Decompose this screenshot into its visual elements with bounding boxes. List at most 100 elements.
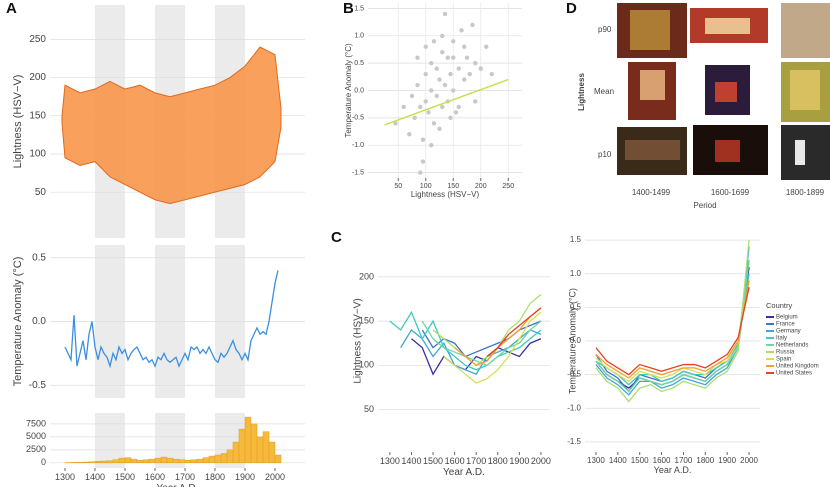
- y-axis-title: Temperature Anomaly (°C): [567, 288, 577, 394]
- fit-line: [384, 78, 509, 126]
- row-label: Mean: [594, 87, 614, 96]
- histogram-bar: [178, 459, 186, 464]
- y-tick-label: -0.5: [567, 370, 581, 379]
- y-tick-label: 100: [359, 360, 374, 370]
- histogram-bar: [130, 458, 138, 464]
- series-line: [443, 311, 542, 384]
- y-tick-label: 200: [359, 271, 374, 281]
- scatter-point: [451, 55, 456, 60]
- series-line: [595, 266, 750, 389]
- histogram-bar: [100, 460, 108, 464]
- scatter-point: [409, 93, 415, 99]
- column-label: 1600-1699: [711, 188, 750, 197]
- y-tick-label: -1.5: [567, 437, 581, 446]
- scatter-point: [489, 71, 494, 77]
- y-tick-label: -1.0: [352, 142, 364, 149]
- series-line: [400, 328, 542, 375]
- panel-label: C: [331, 229, 342, 246]
- series-line: [421, 320, 542, 358]
- x-tick-label: 1900: [718, 456, 736, 465]
- y-tick-label: -0.5: [29, 380, 47, 391]
- y-tick-label: 0.0: [32, 316, 46, 327]
- scatter-point: [440, 50, 445, 55]
- histogram-bar: [148, 458, 156, 464]
- scatter-point: [440, 104, 445, 110]
- histogram-bar: [154, 457, 162, 464]
- series-line: [595, 246, 750, 396]
- scatter-point: [467, 71, 472, 77]
- scatter-point: [423, 71, 428, 77]
- x-tick-label: 1500: [631, 456, 649, 465]
- scatter-point: [442, 82, 448, 88]
- scatter-point: [420, 159, 426, 164]
- scatter-point: [462, 77, 467, 82]
- scatter-point: [420, 137, 426, 142]
- series-line: [595, 260, 750, 393]
- y-tick-label: 0: [41, 457, 46, 467]
- histogram-bar: [160, 456, 168, 464]
- histogram-bar: [262, 431, 270, 464]
- histogram-bar: [208, 455, 216, 464]
- scatter-point: [423, 44, 428, 49]
- histogram-bar: [244, 416, 252, 464]
- histogram-bar: [88, 461, 96, 464]
- histogram-bar: [166, 457, 174, 464]
- legend-label: Netherlands: [776, 343, 808, 349]
- scatter-point: [440, 33, 445, 39]
- histogram-bar: [226, 449, 234, 464]
- band-area: [61, 46, 282, 205]
- histogram-bar: [220, 453, 228, 464]
- histogram-bar: [232, 441, 240, 464]
- scatter-point: [415, 82, 420, 88]
- x-tick-label: 1600: [145, 472, 165, 482]
- histogram-bar: [250, 423, 258, 464]
- axis-title: Period: [693, 201, 716, 210]
- scatter-point: [473, 60, 478, 66]
- y-tick-label: -1.5: [352, 169, 364, 176]
- scatter-point: [434, 93, 439, 99]
- scatter-point: [459, 28, 464, 33]
- column-label: 1800-1899: [786, 188, 825, 197]
- histogram-bar: [256, 436, 264, 464]
- x-tick-label: 1800: [488, 456, 508, 466]
- histogram-bar: [112, 459, 120, 464]
- series-line: [595, 240, 750, 403]
- y-tick-label: 0.5: [354, 60, 364, 67]
- painting-detail: [795, 140, 805, 165]
- scatter-point: [426, 110, 431, 115]
- y-tick-label: 7500: [26, 418, 46, 428]
- legend-label: United States: [776, 371, 812, 377]
- histogram-bar: [82, 461, 90, 464]
- y-tick-label: 200: [29, 72, 46, 83]
- histogram-bar: [184, 459, 192, 464]
- histogram-bar: [214, 454, 222, 464]
- y-tick-label: -1.0: [567, 403, 581, 412]
- histogram-bar: [136, 459, 144, 464]
- histogram-bar: [94, 461, 102, 464]
- histogram-bar: [142, 459, 150, 464]
- scatter-point: [393, 121, 398, 126]
- series-line: [595, 280, 750, 383]
- scatter-point: [412, 115, 417, 121]
- histogram-bar: [106, 460, 114, 464]
- y-axis-title: Temperature Anomaly (°C): [344, 43, 353, 138]
- x-tick-label: 1300: [55, 472, 75, 482]
- x-tick-label: 2000: [740, 456, 758, 465]
- y-tick-label: 1.0: [570, 269, 582, 278]
- histogram-bar: [118, 457, 126, 464]
- x-tick-label: 50: [394, 183, 402, 190]
- scatter-point: [448, 71, 453, 77]
- x-axis-title: Year A.D.: [443, 467, 485, 478]
- scatter-point: [453, 110, 459, 115]
- x-tick-label: 1800: [696, 456, 714, 465]
- series-line: [595, 287, 750, 376]
- legend-label: Belgium: [776, 315, 798, 321]
- scatter-point: [401, 104, 406, 110]
- y-tick-label: 50: [35, 187, 47, 198]
- histogram-bar: [124, 457, 132, 464]
- painting-detail: [705, 18, 750, 34]
- x-tick-label: 1300: [380, 456, 400, 466]
- x-tick-label: 1700: [175, 472, 195, 482]
- scatter-point: [418, 170, 423, 175]
- x-tick-label: 1400: [609, 456, 627, 465]
